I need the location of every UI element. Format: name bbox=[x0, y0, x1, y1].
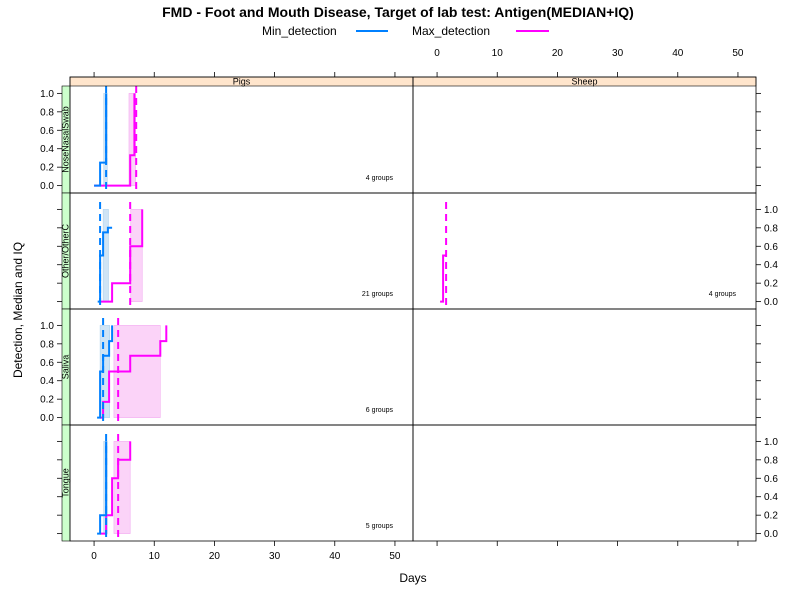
legend-label-min: Min_detection bbox=[262, 24, 337, 38]
x-tick-label-top: 50 bbox=[732, 48, 744, 59]
x-tick-label-bottom: 20 bbox=[209, 551, 221, 562]
row-strip-label: Saliva bbox=[61, 355, 71, 380]
max-detection-line bbox=[440, 254, 447, 303]
row-strip-label: Other/OtherC bbox=[61, 223, 71, 278]
panel-bg bbox=[413, 425, 756, 541]
panel-pigs-0: 4 groups bbox=[94, 86, 393, 191]
y-tick-label-left: 1.0 bbox=[40, 89, 54, 100]
max-iq-band bbox=[130, 209, 143, 302]
x-axis-label: Days bbox=[399, 571, 426, 585]
panel-bg bbox=[70, 193, 413, 309]
y-tick-label-right: 0.2 bbox=[764, 511, 778, 522]
x-tick-label-bottom: 40 bbox=[329, 551, 341, 562]
y-tick-label-right: 0.6 bbox=[764, 474, 778, 485]
column-strip-label: Sheep bbox=[571, 77, 597, 87]
y-tick-label-right: 0.6 bbox=[764, 242, 778, 253]
max-detection-line bbox=[100, 209, 144, 303]
groups-count-label: 4 groups bbox=[709, 291, 737, 298]
row-strip-label: NoseNasalSwab bbox=[61, 106, 71, 173]
y-tick-label-left: 0.8 bbox=[40, 339, 54, 350]
x-tick-label-top: 0 bbox=[434, 48, 440, 59]
row-strip-label: Tongue bbox=[61, 468, 71, 498]
y-tick-label-right: 0.2 bbox=[764, 279, 778, 290]
y-tick-label-right: 1.0 bbox=[764, 437, 778, 448]
panel-bg bbox=[413, 77, 756, 193]
y-tick-label-left: 0.6 bbox=[40, 358, 54, 369]
y-tick-label-left: 1.0 bbox=[40, 321, 54, 332]
panel-sheep-1: 4 groups bbox=[440, 202, 736, 307]
legend: Min_detection Max_detection bbox=[262, 24, 549, 38]
x-tick-label-top: 40 bbox=[672, 48, 684, 59]
max-detection-line bbox=[94, 93, 136, 187]
y-tick-label-right: 0.0 bbox=[764, 529, 778, 540]
groups-count-label: 21 groups bbox=[362, 291, 394, 298]
axes-layer: 0 0 10 10 20 20 30 30 40 40 50 50 0.0 0.2 0.4 0.6 0.8 1.0… bbox=[40, 48, 778, 562]
y-tick-label-right: 1.0 bbox=[764, 205, 778, 216]
groups-count-label: 6 groups bbox=[366, 407, 394, 414]
y-tick-label-right: 0.8 bbox=[764, 223, 778, 234]
groups-count-label: 5 groups bbox=[366, 523, 394, 530]
y-tick-label-right: 0.4 bbox=[764, 260, 778, 271]
x-tick-label-top: 10 bbox=[492, 48, 504, 59]
y-tick-label-left: 0.0 bbox=[40, 181, 54, 192]
y-tick-label-right: 0.8 bbox=[764, 455, 778, 466]
panel-bg bbox=[413, 309, 756, 425]
y-tick-label-left: 0.4 bbox=[40, 376, 54, 387]
x-tick-label-bottom: 10 bbox=[149, 551, 161, 562]
panel-bg bbox=[70, 77, 413, 193]
column-strip-label: Pigs bbox=[233, 77, 251, 87]
y-tick-label-left: 0.2 bbox=[40, 395, 54, 406]
panel-bg bbox=[413, 193, 756, 309]
min-detection-line bbox=[97, 441, 108, 535]
chart-title: FMD - Foot and Mouth Disease, Target of … bbox=[162, 4, 634, 20]
legend-label-max: Max_detection bbox=[412, 24, 490, 38]
max-detection-line bbox=[100, 441, 132, 535]
max-iq-band bbox=[113, 441, 131, 534]
strips-layer: Pigs Sheep NoseNasalSwab Other/OtherC Saliva… bbox=[61, 77, 757, 542]
panel-border bbox=[412, 424, 757, 542]
y-tick-label-left: 0.6 bbox=[40, 126, 54, 137]
y-tick-label-left: 0.2 bbox=[40, 163, 54, 174]
x-tick-label-top: 30 bbox=[612, 48, 624, 59]
panel-pigs-3: 5 groups bbox=[97, 434, 393, 539]
x-tick-label-top: 20 bbox=[552, 48, 564, 59]
x-tick-label-bottom: 50 bbox=[389, 551, 401, 562]
y-tick-label-left: 0.8 bbox=[40, 107, 54, 118]
x-tick-label-bottom: 0 bbox=[91, 551, 97, 562]
y-tick-label-left: 0.4 bbox=[40, 144, 54, 155]
groups-count-label: 4 groups bbox=[366, 175, 394, 182]
y-tick-label-right: 0.4 bbox=[764, 492, 778, 503]
panel-pigs-2: 6 groups bbox=[97, 318, 393, 423]
y-tick-label-right: 0.0 bbox=[764, 297, 778, 308]
min-detection-line bbox=[97, 226, 113, 303]
y-axis-label: Detection, Median and IQ bbox=[11, 242, 25, 378]
panels-layer: 4 groups 21 groups 6 groups 5 groups 4 group… bbox=[70, 77, 756, 541]
panel-pigs-1: 21 groups bbox=[97, 202, 394, 307]
y-tick-label-left: 0.0 bbox=[40, 413, 54, 424]
x-tick-label-bottom: 30 bbox=[269, 551, 281, 562]
